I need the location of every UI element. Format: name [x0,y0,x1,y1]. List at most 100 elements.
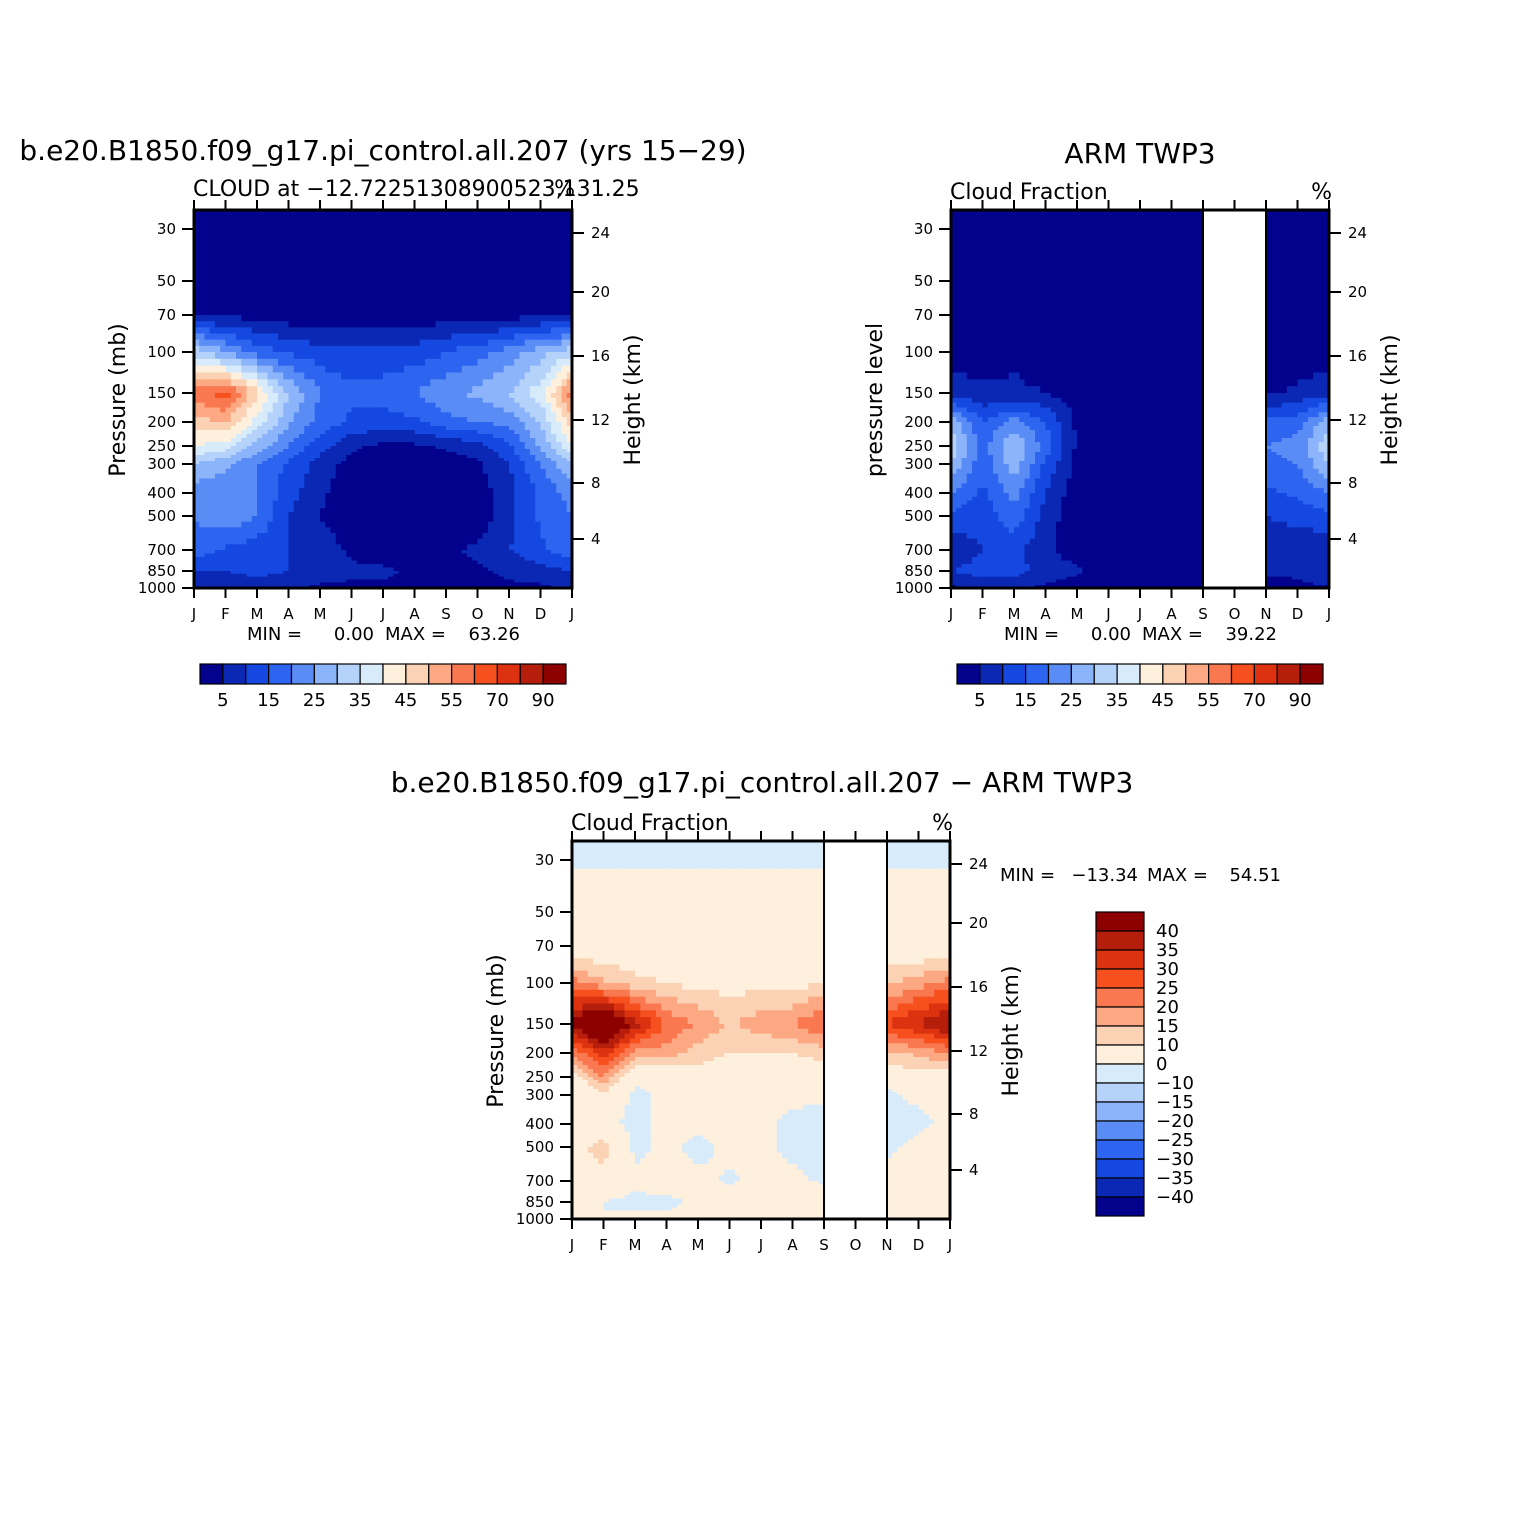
contour-cell [356,564,363,569]
contour-cell [246,422,253,427]
contour-cell [425,488,431,494]
contour-cell [530,564,536,569]
contour-cell [393,452,400,456]
contour-cell [451,461,458,465]
contour-cell [566,255,573,265]
contour-cell [383,281,389,288]
contour-cell [409,298,416,305]
contour-cell [545,560,552,565]
contour-cell [367,527,374,534]
contour-cell [209,434,216,439]
contour-cell [251,229,258,239]
contour-cell [556,438,563,443]
contour-cell [493,500,500,506]
contour-cell [514,493,521,498]
contour-cell [272,478,279,484]
contour-cell [551,455,557,459]
contour-cell [341,438,347,443]
contour-cell [320,438,326,443]
contour-cell [398,560,405,565]
contour-cell [341,504,347,509]
contour-cell [404,452,410,456]
contour-cell [383,372,389,380]
contour-cell [498,333,505,341]
contour-cell [330,564,337,569]
contour-cell [383,286,389,293]
contour-cell [194,309,200,316]
contour-cell [509,473,515,480]
contour-cell [556,493,563,498]
contour-cell [451,496,458,502]
contour-cell [446,544,452,551]
contour-cell [325,321,332,328]
contour-cell [498,309,505,316]
contour-cell [535,386,542,394]
contour-cell [257,430,263,435]
contour-cell [351,533,358,540]
contour-cell [346,452,353,456]
contour-cell [241,438,248,443]
contour-cell [509,393,515,399]
contour-cell [225,412,232,418]
contour-cell [461,446,468,450]
contour-cell [519,417,526,423]
contour-cell [383,321,389,328]
contour-cell [346,422,353,427]
contour-cell [503,544,510,551]
contour-cell [325,333,332,341]
contour-cell [236,461,242,465]
contour-cell [330,229,337,239]
contour-cell [362,430,368,435]
contour-cell [251,315,258,322]
contour-cell [288,527,295,534]
contour-cell [199,508,206,513]
panel1-title: b.e20.B1850.f09_g17.pi_control.all.207 (… [19,134,746,167]
contour-cell [230,255,237,265]
contour-cell [477,303,484,310]
contour-cell [372,303,379,310]
contour-cell [566,516,573,523]
contour-cell [341,473,347,480]
contour-cell [341,298,347,305]
contour-cell [535,478,542,484]
contour-cell [199,365,206,374]
contour-cell [299,286,305,293]
contour-cell [409,255,416,265]
contour-cell [272,430,279,435]
contour-cell [398,407,405,413]
contour-cell [335,438,342,443]
contour-cell [493,544,500,551]
contour-cell [272,321,279,328]
contour-cell [272,246,279,256]
contour-cell [335,521,342,528]
contour-cell [488,567,494,572]
contour-cell [346,339,353,347]
contour-cell [509,412,515,418]
contour-cell [341,442,347,447]
contour-cell [435,550,442,555]
contour-cell [220,272,227,282]
contour-cell [335,303,342,310]
contour-cell [393,386,400,394]
contour-cell [194,468,200,475]
contour-cell [488,512,494,517]
contour-cell [215,345,221,353]
contour-cell [230,468,237,475]
contour-cell [236,407,242,413]
contour-cell [482,521,489,528]
contour-cell [230,438,237,443]
contour-cell [194,303,200,310]
contour-cell [283,473,290,480]
contour-cell [383,345,389,353]
contour-cell [493,478,500,484]
contour-cell [456,458,463,462]
contour-cell [461,508,468,513]
contour-cell [320,455,326,459]
contour-cell [335,449,342,453]
contour-cell [356,573,363,578]
contour-cell [451,402,458,409]
contour-cell [482,292,489,299]
contour-cell [356,458,363,462]
contour-cell [314,500,321,506]
contour-cell [194,426,200,431]
